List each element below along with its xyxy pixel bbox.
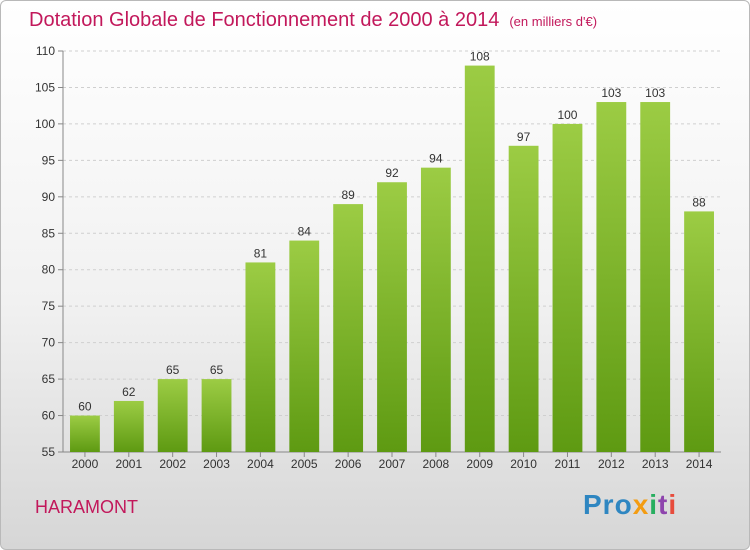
logo-part: i <box>668 489 678 520</box>
bar-2008 <box>420 167 451 452</box>
y-tick-label: 105 <box>35 80 55 94</box>
x-tick-label: 2008 <box>423 457 450 471</box>
data-label: 84 <box>298 225 312 239</box>
y-tick-label: 100 <box>35 117 55 131</box>
y-tick-label: 110 <box>36 44 55 58</box>
bar-2007 <box>377 182 407 452</box>
data-label: 65 <box>210 363 224 377</box>
y-tick-label: 65 <box>42 372 56 386</box>
chart-title-text: Dotation Globale de Fonctionnement de 20… <box>29 9 500 31</box>
y-tick-label: 55 <box>42 445 56 459</box>
bars <box>70 65 714 453</box>
x-tick-label: 2014 <box>686 457 713 471</box>
logo-part: t <box>658 489 669 520</box>
x-tick-label: 2003 <box>203 457 230 471</box>
bar-2012 <box>596 102 627 452</box>
bar-2002 <box>157 379 188 452</box>
y-tick-label: 80 <box>42 263 56 277</box>
data-label: 81 <box>254 246 268 260</box>
bar-2011 <box>552 123 583 452</box>
x-tick-label: 2006 <box>335 457 362 471</box>
data-label: 100 <box>557 108 577 122</box>
axes: 55 60 65 70 75 80 85 90 95 100 105 110 2000 2001 2002 2… <box>35 44 721 471</box>
data-label: 65 <box>166 363 180 377</box>
data-label: 103 <box>601 86 621 100</box>
data-labels: 60 62 65 65 81 84 89 92 94 108 97 100 103 103 88 <box>78 50 706 414</box>
bar-2001 <box>113 400 144 452</box>
city-name: HARAMONT <box>35 497 138 517</box>
bar-2000 <box>70 415 100 452</box>
proxiti-logo: Proxiti <box>583 489 677 521</box>
data-label: 92 <box>385 166 399 180</box>
logo-part: i <box>649 489 659 520</box>
bar-2005 <box>289 240 320 452</box>
y-tick-label: 90 <box>42 190 56 204</box>
y-tick-label: 85 <box>42 226 56 240</box>
x-tick-label: 2004 <box>247 457 274 471</box>
bar-2004 <box>245 262 276 452</box>
bar-2014 <box>684 211 714 452</box>
bar-2006 <box>333 204 364 452</box>
chart-title: Dotation Globale de Fonctionnement de 20… <box>29 9 597 32</box>
y-tick-label: 75 <box>42 299 56 313</box>
data-label: 97 <box>517 130 531 144</box>
data-label: 94 <box>429 152 443 166</box>
x-tick-label: 2010 <box>510 457 537 471</box>
x-tick-label: 2013 <box>642 457 669 471</box>
logo-part: Pro <box>583 489 633 520</box>
y-tick-label: 60 <box>42 409 56 423</box>
x-tick-label: 2001 <box>115 457 142 471</box>
chart-subtitle: (en milliers d'€) <box>509 14 598 29</box>
x-tick-label: 2011 <box>555 457 581 471</box>
logo-part: x <box>632 489 650 520</box>
data-label: 108 <box>470 50 490 64</box>
data-label: 103 <box>645 86 665 100</box>
x-tick-label: 2009 <box>466 457 493 471</box>
x-tick-label: 2012 <box>598 457 625 471</box>
data-label: 62 <box>122 385 136 399</box>
data-label: 88 <box>692 195 706 209</box>
x-tick-label: 2000 <box>72 457 99 471</box>
bar-2009 <box>464 65 495 452</box>
x-tick-label: 2002 <box>159 457 186 471</box>
y-tick-label: 70 <box>42 336 56 350</box>
bar-2003 <box>201 379 232 452</box>
data-label: 60 <box>78 400 92 414</box>
y-tick-label: 95 <box>42 153 56 167</box>
x-tick-label: 2005 <box>291 457 318 471</box>
bar-2013 <box>640 102 671 452</box>
x-tick-label: 2007 <box>379 457 406 471</box>
data-label: 89 <box>341 188 355 202</box>
bar-2010 <box>508 145 539 453</box>
